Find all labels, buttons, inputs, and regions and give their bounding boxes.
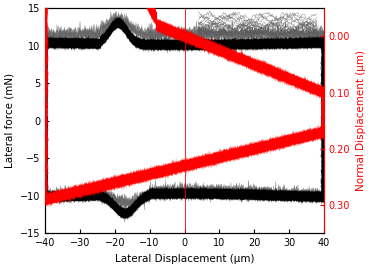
X-axis label: Lateral Displacement (μm): Lateral Displacement (μm) [115,254,254,264]
Y-axis label: Normal Displacement (μm): Normal Displacement (μm) [356,50,366,191]
Y-axis label: Lateral force (mN): Lateral force (mN) [4,73,14,168]
